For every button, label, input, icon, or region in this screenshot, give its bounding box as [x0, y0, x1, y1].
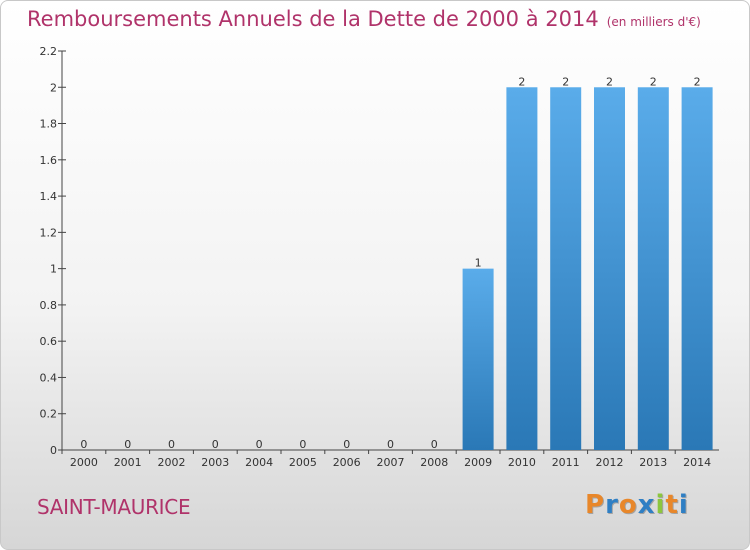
y-tick-label: 2 — [50, 81, 57, 94]
bar-value-label: 0 — [168, 438, 175, 451]
y-tick-label: 1.8 — [40, 118, 58, 131]
x-tick-label: 2007 — [377, 456, 405, 469]
logo-letter: i — [655, 490, 666, 520]
bar-value-label: 2 — [518, 75, 525, 88]
y-tick-label: 0.4 — [40, 371, 58, 384]
bar-value-label: 0 — [431, 438, 438, 451]
x-tick-label: 2003 — [201, 456, 229, 469]
x-tick-label: 2001 — [114, 456, 142, 469]
x-tick-label: 2000 — [70, 456, 98, 469]
y-tick-label: 0.2 — [40, 408, 58, 421]
x-tick-label: 2012 — [596, 456, 624, 469]
x-tick-label: 2002 — [158, 456, 186, 469]
bar-value-label: 0 — [124, 438, 131, 451]
logo-letter: t — [665, 490, 679, 520]
place-name: SAINT-MAURICE — [37, 495, 191, 519]
bar-value-label: 2 — [606, 75, 613, 88]
x-tick-label: 2004 — [245, 456, 273, 469]
logo-letter: o — [618, 490, 638, 520]
chart-title: Remboursements Annuels de la Dette de 20… — [27, 7, 701, 31]
y-tick-label: 0.6 — [40, 335, 58, 348]
y-tick-label: 1 — [50, 263, 57, 276]
x-tick-label: 2006 — [333, 456, 361, 469]
bar — [506, 87, 538, 450]
bar-value-label: 0 — [80, 438, 87, 451]
x-tick-label: 2014 — [683, 456, 711, 469]
proxiti-logo[interactable]: Proxiti — [585, 490, 689, 520]
y-tick-label: 2.2 — [40, 45, 58, 58]
bar-value-label: 1 — [475, 257, 482, 270]
bar — [594, 87, 625, 450]
bar-value-label: 0 — [299, 438, 306, 451]
bar-value-label: 2 — [650, 75, 657, 88]
logo-letter: r — [605, 490, 619, 520]
bar-value-label: 0 — [343, 438, 350, 451]
bar-value-label: 0 — [387, 438, 394, 451]
bar-value-label: 0 — [212, 438, 219, 451]
bar-value-label: 2 — [694, 75, 701, 88]
y-tick-label: 1.4 — [40, 190, 58, 203]
x-tick-label: 2005 — [289, 456, 317, 469]
bar — [681, 87, 713, 450]
y-tick-label: 1.6 — [40, 154, 58, 167]
x-tick-label: 2008 — [420, 456, 448, 469]
bar-value-label: 2 — [562, 75, 569, 88]
bar — [550, 87, 582, 450]
y-tick-label: 1.2 — [40, 226, 58, 239]
y-tick-label: 0.8 — [40, 299, 58, 312]
x-tick-label: 2010 — [508, 456, 536, 469]
logo-letter: P — [585, 490, 606, 520]
bar-value-label: 0 — [256, 438, 263, 451]
y-tick-label: 0 — [50, 444, 57, 457]
x-tick-label: 2011 — [552, 456, 580, 469]
logo-letter: i — [678, 490, 689, 520]
chart-subtitle: (en milliers d'€) — [606, 15, 701, 29]
bar — [637, 87, 669, 450]
x-tick-label: 2013 — [639, 456, 667, 469]
bar — [462, 268, 494, 450]
x-tick-label: 2009 — [464, 456, 492, 469]
chart-title-text: Remboursements Annuels de la Dette de 20… — [27, 7, 599, 31]
logo-letter: x — [637, 490, 656, 520]
